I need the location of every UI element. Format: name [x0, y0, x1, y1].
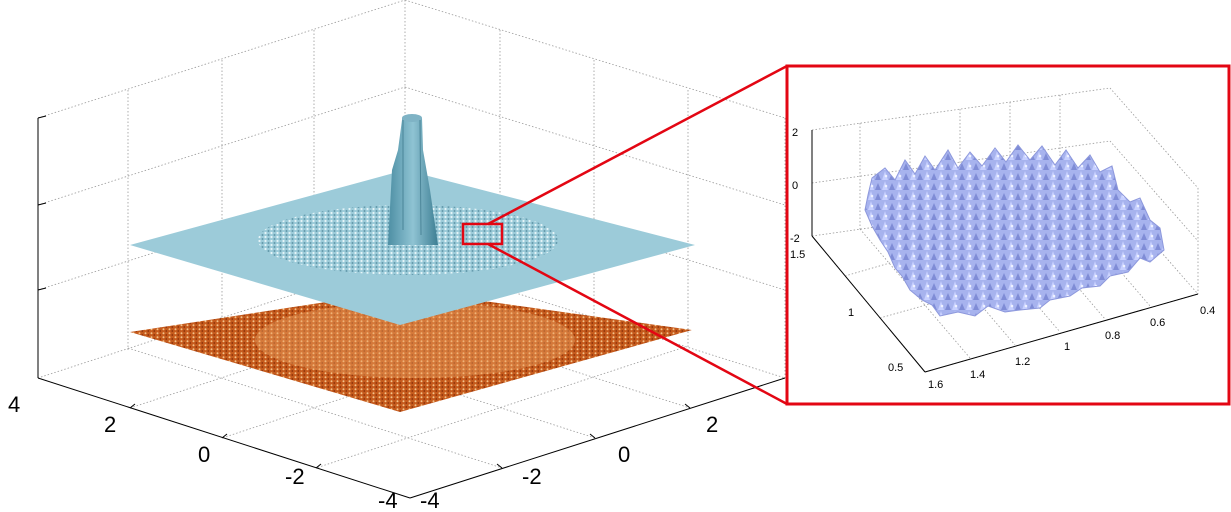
lower-surface — [130, 290, 692, 412]
inset-y-tick-1: 1 — [848, 307, 854, 319]
main-x-tick-3: 2 — [706, 412, 718, 437]
inset-x-tick-16: 1.6 — [928, 379, 943, 391]
main-y-tick-1: 2 — [104, 412, 116, 437]
inset-tick-labels: 2 0 -2 1.5 1 0.5 1.6 1.4 1.2 1 0.8 0.6 0… — [790, 127, 1215, 391]
main-y-tick-0: 4 — [8, 392, 20, 417]
main-x-tick-0: -4 — [420, 488, 440, 512]
inset-x-tick-12: 1.2 — [1015, 356, 1030, 368]
inset-plot: 2 0 -2 1.5 1 0.5 1.6 1.4 1.2 1 0.8 0.6 0… — [785, 64, 1231, 406]
inset-y-tick-15: 1.5 — [790, 249, 805, 261]
inset-x-tick-08: 0.8 — [1105, 330, 1120, 342]
lower-surface-texture — [255, 302, 575, 378]
axes — [37, 115, 786, 499]
zoom-region-box — [461, 222, 504, 246]
main-y-tick-2: 0 — [198, 442, 210, 467]
inset-x-tick-04: 0.4 — [1200, 305, 1215, 317]
inset-axes — [811, 130, 1199, 373]
inset-y-tick-05: 0.5 — [888, 362, 903, 374]
inset-z-tick-0: 0 — [792, 180, 798, 192]
inset-z-tick-2: 2 — [792, 127, 798, 139]
main-y-tick-4: -4 — [378, 488, 398, 512]
main-plot: 4 2 0 -2 -4 -4 -2 0 2 4 — [8, 0, 807, 512]
inset-surface — [864, 144, 1165, 317]
main-x-tick-1: -2 — [522, 464, 542, 489]
inset-z-tick-m2: -2 — [790, 233, 800, 245]
zoom-connector-top — [487, 64, 788, 226]
main-y-tick-3: -2 — [285, 464, 305, 489]
main-x-tick-2: 0 — [618, 442, 630, 467]
inset-x-tick-06: 0.6 — [1150, 317, 1165, 329]
central-spike — [388, 114, 438, 245]
inset-x-tick-14: 1.4 — [970, 369, 985, 381]
inset-x-tick-1: 1 — [1064, 341, 1070, 353]
zoom-connector-bottom — [487, 242, 788, 406]
